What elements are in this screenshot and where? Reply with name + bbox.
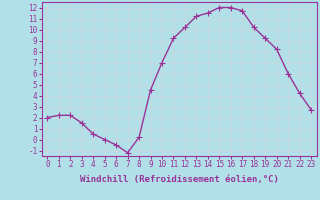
X-axis label: Windchill (Refroidissement éolien,°C): Windchill (Refroidissement éolien,°C) [80,175,279,184]
